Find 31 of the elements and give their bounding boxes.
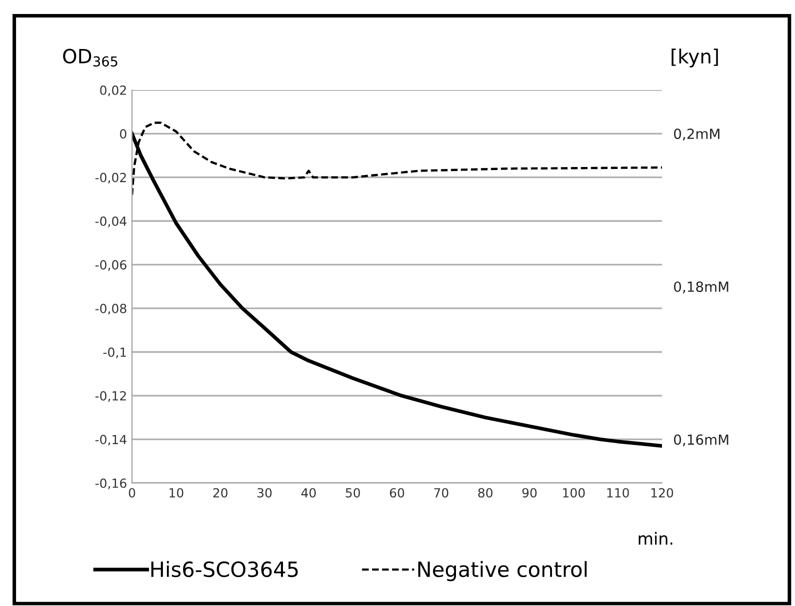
y-tick-label: -0,04	[95, 216, 126, 228]
x-tick-label: 110	[607, 488, 629, 498]
x-tick-label: 50	[346, 488, 360, 498]
y-tick-label: -0,14	[95, 434, 126, 446]
x-tick-label: 90	[522, 488, 537, 498]
x-tick-label: 0	[128, 488, 136, 498]
y-tick-label: -0,1	[103, 347, 126, 358]
x-tick-label: 60	[390, 488, 404, 498]
x-tick-label: 20	[213, 488, 228, 498]
x-tick-label: 70	[434, 488, 448, 498]
x-axis-title: min.	[638, 532, 672, 545]
y-tick-label: -0,02	[95, 172, 126, 184]
x-tick-label: 80	[478, 488, 492, 498]
y-tick-label: -0,08	[95, 304, 126, 315]
y2-tick-label: 0,2mM	[674, 128, 720, 140]
y2-tick-label: 0,18mM	[674, 281, 728, 294]
y-tick-label: 0,02	[100, 85, 126, 96]
y-tick-label: 0	[120, 129, 126, 139]
y-tick-label: -0,06	[95, 260, 126, 271]
y-tick-label: -0,16	[95, 478, 126, 490]
x-tick-label: 120	[651, 488, 674, 498]
y2-tick-label: 0,16mM	[674, 434, 728, 446]
legend-label: Negative control	[418, 561, 587, 582]
x-tick-label: 40	[301, 488, 316, 498]
x-tick-label: 30	[258, 488, 272, 498]
legend-label: His6-SCO3645	[151, 561, 298, 578]
x-tick-label: 10	[170, 488, 184, 498]
x-tick-label: 100	[563, 488, 585, 498]
y2-axis-title: [kyn]	[672, 48, 718, 68]
y-tick-label: -0,12	[95, 391, 126, 402]
y-axis-title: OD$_{365}$	[63, 48, 118, 67]
